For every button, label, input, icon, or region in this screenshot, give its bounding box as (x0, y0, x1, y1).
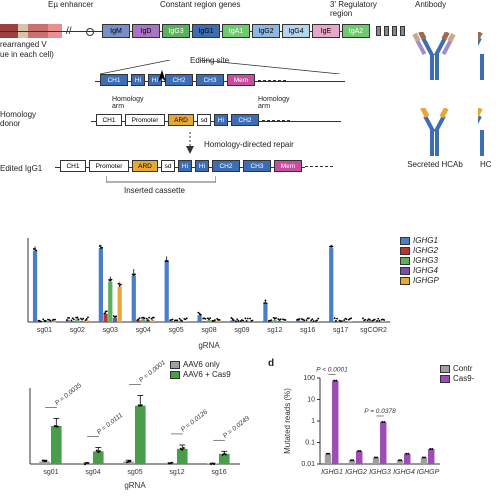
svg-text:sg12: sg12 (169, 469, 184, 476)
svg-text:sg12: sg12 (267, 327, 282, 334)
svg-text:IGHGP: IGHGP (417, 469, 440, 476)
svg-text:sg04: sg04 (136, 327, 151, 334)
box-sd: sd (197, 114, 211, 126)
box-Hi: Hi (131, 74, 145, 86)
svg-text:Mutated reads (%): Mutated reads (%) (283, 388, 292, 454)
svg-text:0.01: 0.01 (301, 461, 315, 468)
rearranged-label: rearranged V (0, 40, 47, 49)
svg-text:P = 0.0001: P = 0.0001 (138, 359, 167, 384)
hdr-label: Homology-directed repair (204, 140, 294, 149)
charts-region: sg01 sg02 sg03 sg04 sg05 sg08 sg09 sg12 sg16 sg17… (0, 230, 500, 500)
svg-text:sg02: sg02 (70, 327, 85, 334)
box-Hi: Hi (178, 160, 192, 172)
inserted-label: Inserted cassette (124, 186, 185, 195)
box-ARD: ARD (168, 114, 194, 126)
secreted-label: Secreted HCAb (400, 160, 470, 169)
editing-site-expand (100, 60, 340, 74)
svg-text:sg04: sg04 (85, 469, 100, 476)
gene-IgG3: IgG3 (162, 24, 190, 38)
constant-label: Constant region genes (160, 0, 241, 9)
gene-IgE: IgE (312, 24, 340, 38)
panel-d-label: d (268, 358, 274, 369)
box-CH3: CH3 (196, 74, 224, 86)
svg-text:sg17: sg17 (333, 327, 348, 334)
box-CH1: CH1 (100, 74, 128, 86)
antibody-partial-mid (478, 108, 500, 158)
svg-text:P = 0.0035: P = 0.0035 (54, 382, 83, 407)
scissors-icon (152, 68, 172, 84)
gene-IgG4: IgG4 (282, 24, 310, 38)
svg-text:sg09: sg09 (234, 327, 249, 334)
svg-text:100: 100 (303, 375, 315, 382)
antibody-full (408, 32, 460, 82)
box-Hi: Hi (195, 160, 209, 172)
hdr-arrow (180, 132, 200, 154)
svg-text:sg16: sg16 (211, 469, 226, 476)
box-CH2: CH2 (212, 160, 240, 172)
svg-text:sg03: sg03 (103, 327, 118, 334)
box-Promoter: Promoter (125, 114, 165, 126)
gene-IgD: IgD (132, 24, 160, 38)
gene-IgM: IgM (102, 24, 130, 38)
svg-text:sg08: sg08 (201, 327, 216, 334)
box-CH1: CH1 (96, 114, 122, 126)
svg-text:P = 0.0378: P = 0.0378 (364, 408, 396, 415)
box-sd: sd (161, 160, 175, 172)
svg-text:sg01: sg01 (43, 469, 58, 476)
svg-text:IGHG1: IGHG1 (321, 469, 343, 476)
box-ARD: ARD (132, 160, 158, 172)
harm2-label: Homology arm (258, 96, 290, 110)
svg-text:sg05: sg05 (168, 327, 183, 334)
svg-text:IGHG3: IGHG3 (369, 469, 391, 476)
svg-text:gRNA: gRNA (198, 341, 220, 350)
gene-IgA2: IgA2 (342, 24, 370, 38)
svg-text:sgCOR2: sgCOR2 (360, 327, 387, 334)
chart-b-legend: IGHG1IGHG2IGHG3IGHG4IGHGP (400, 236, 439, 286)
gene-IgG2: IgG2 (252, 24, 280, 38)
harm1-label: Homology arm (112, 96, 144, 110)
svg-text:P < 0.0001: P < 0.0001 (316, 367, 348, 374)
box-CH3: CH3 (243, 160, 271, 172)
box-CH2: CH2 (231, 114, 259, 126)
chart-c-legend: AAV6 onlyAAV6 + Cas9 (170, 360, 231, 380)
unique-label: ue in each cell) (0, 50, 54, 59)
svg-text:0.1: 0.1 (305, 440, 315, 447)
chart-d-legend: ContrCas9- (440, 364, 474, 384)
antibody-hcab (412, 108, 458, 158)
svg-text:gRNA: gRNA (124, 481, 146, 490)
svg-text:sg05: sg05 (127, 469, 142, 476)
gene-IgA1: IgA1 (222, 24, 250, 38)
box-Mem: Mem (274, 160, 302, 172)
gene-IgG1: IgG1 (192, 24, 220, 38)
svg-text:IGHG4: IGHG4 (393, 469, 415, 476)
emu-label: Eµ enhancer (48, 0, 94, 9)
svg-text:IGHG2: IGHG2 (345, 469, 367, 476)
panel-a-schematic: Constant region genes Eµ enhancer 3' Reg… (0, 0, 500, 230)
antibody-label: Antibody (415, 0, 446, 9)
svg-text:1: 1 (311, 418, 315, 425)
box-Mem: Mem (227, 74, 255, 86)
svg-text:10: 10 (307, 397, 315, 404)
svg-text:sg16: sg16 (300, 327, 315, 334)
box-CH1: CH1 (60, 160, 86, 172)
hc-label: HC (480, 160, 492, 169)
svg-text:P = 0.0111: P = 0.0111 (96, 412, 125, 436)
svg-text:P = 0.0249: P = 0.0249 (222, 415, 250, 440)
reg3-label: 3' Regulatory region (330, 0, 377, 18)
svg-text:sg01: sg01 (37, 327, 52, 334)
box-Promoter: Promoter (89, 160, 129, 172)
box-Hi: Hi (214, 114, 228, 126)
antibody-partial-top (478, 32, 500, 82)
svg-text:P = 0.0126: P = 0.0126 (180, 408, 209, 433)
